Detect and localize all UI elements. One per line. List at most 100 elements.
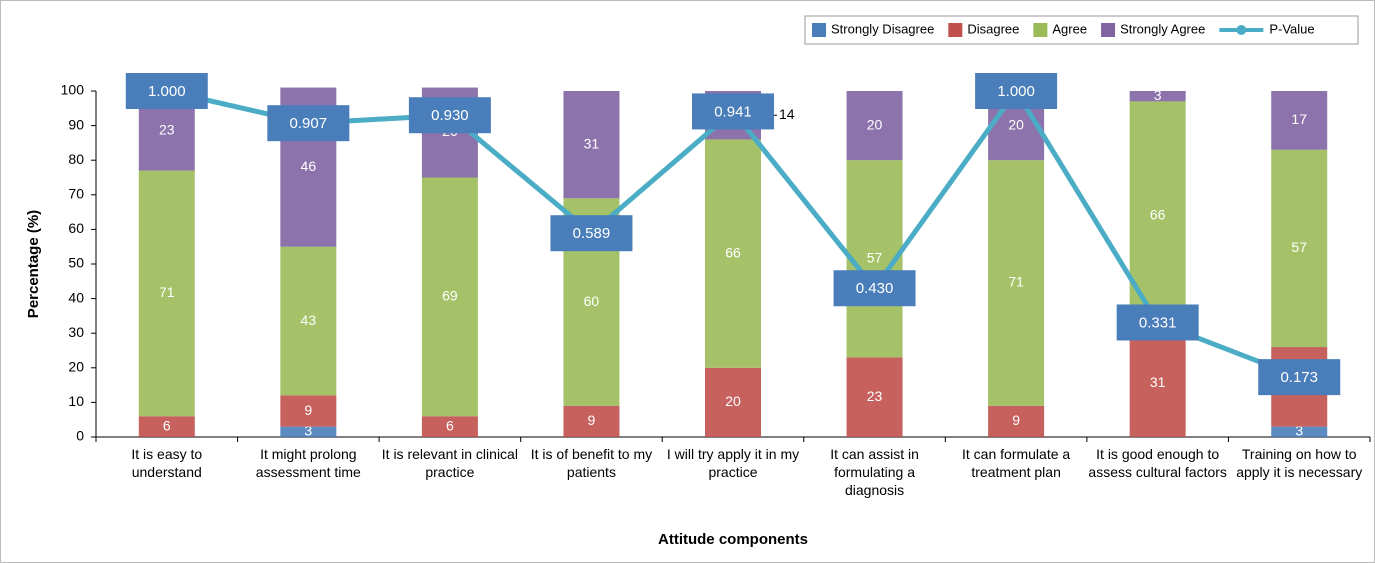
value-label: 9 [304,402,312,418]
value-label: 23 [159,121,175,137]
value-label: 20 [1008,116,1024,132]
value-label: 20 [725,393,741,409]
bar-segment [1271,426,1328,437]
value-label: 71 [1008,274,1024,290]
p-value-box [1116,304,1199,341]
legend-swatch [1033,23,1048,37]
value-label: 20 [867,116,883,132]
x-tick-label: It can assist in formulating a diagnosis [830,446,919,498]
x-tick-label: It can formulate a treatment plan [962,446,1071,480]
legend-label: Agree [1052,21,1087,36]
p-value-box [833,270,916,307]
legend-swatch [812,23,826,37]
p-value-box [975,73,1058,109]
value-label: 3 [1154,87,1162,103]
value-label: 31 [1150,374,1166,390]
y-tick-label: 10 [68,393,84,409]
p-value-label: 0.173 [1280,369,1318,386]
value-label: 3 [1295,423,1303,439]
bar-segment [988,405,1045,437]
bar-segment [421,416,478,437]
y-tick-label: 60 [68,220,84,236]
value-label: 66 [725,244,741,260]
y-tick-label: 100 [61,82,85,98]
bar-segment [705,139,761,368]
x-tick-label: It is relevant in clinical practice [381,446,518,480]
x-tick-label: It is of benefit to my patients [530,446,653,480]
p-value-label: 0.930 [431,107,469,124]
p-value-label: 0.331 [1139,314,1177,331]
bar-segment [138,170,195,417]
x-tick-label-box: It might prolong assessment time [255,446,361,480]
bar-segment [988,160,1045,406]
x-tick-label-box: It is of benefit to my patients [530,446,653,480]
y-tick-label: 50 [68,255,84,271]
bar-segment [1129,329,1186,437]
bar-segment [846,91,903,161]
bar-segment [280,426,337,437]
legend-label: Disagree [967,21,1019,36]
x-tick-label-box: It is easy to understand [131,446,203,480]
x-tick-label: It is easy to understand [131,446,203,480]
p-value-label: 0.589 [573,225,611,242]
y-tick-label: 90 [68,116,84,132]
p-value-box [692,93,774,130]
legend-swatch [1101,23,1116,37]
x-tick-label-box: It is relevant in clinical practice [381,446,518,480]
p-value-label: 0.941 [714,103,752,120]
value-label: 43 [301,312,317,328]
value-label: 23 [867,388,883,404]
value-label: 6 [446,417,454,433]
value-label: 17 [1291,111,1307,127]
value-label: 9 [1012,412,1020,428]
y-tick-label: 0 [76,428,84,444]
bar-segment [1271,91,1328,150]
x-tick-label: It might prolong assessment time [255,446,361,480]
value-label: 66 [1150,206,1166,222]
legend-box [804,15,1359,45]
bar-segment [563,91,620,199]
x-axis-title: Attitude components [658,531,808,548]
bar-segment [280,395,337,427]
x-tick-label-box: I will try apply it in my practice [666,446,800,480]
bar-segment [280,246,337,396]
p-value-box [1258,359,1341,396]
p-value-label: 0.907 [290,115,328,132]
value-label: 9 [588,412,596,428]
x-tick-label-box: It is good enough to assess cultural fac… [1088,446,1227,480]
value-label: 14 [779,106,795,122]
bar-segment [705,367,761,437]
p-value-box [408,97,491,134]
value-label: 3 [304,423,312,439]
bar-segment [138,416,195,437]
bar-segment [1129,91,1186,102]
x-tick-label-box: It can formulate a treatment plan [962,446,1071,480]
value-label: 57 [867,250,883,266]
bar-segment [421,177,478,417]
value-label: 71 [159,284,175,300]
y-tick-label: 20 [68,359,84,375]
p-value-label: 1.000 [997,83,1035,100]
legend-label: P-Value [1269,21,1314,36]
p-value-box [125,73,208,109]
value-label: 31 [584,135,600,151]
p-value-label: 0.430 [856,280,894,297]
bar-segment [563,405,620,437]
value-label: 69 [442,288,458,304]
p-value-box [267,105,350,142]
y-tick-label: 80 [68,151,84,167]
y-tick-label: 30 [68,324,84,340]
x-tick-label-box: Training on how to apply it is necessary [1236,446,1362,480]
p-value-label: 1.000 [148,83,186,100]
y-tick-label: 70 [68,186,84,202]
value-label: 46 [301,158,317,174]
value-label: 60 [584,293,600,309]
legend-label: Strongly Agree [1120,21,1205,36]
legend-swatch [948,23,963,37]
p-value-box [550,215,633,252]
legend-marker [1236,25,1247,35]
x-tick-label: It is good enough to assess cultural fac… [1088,446,1227,480]
x-tick-label: I will try apply it in my practice [666,446,800,480]
value-label: 6 [163,417,171,433]
